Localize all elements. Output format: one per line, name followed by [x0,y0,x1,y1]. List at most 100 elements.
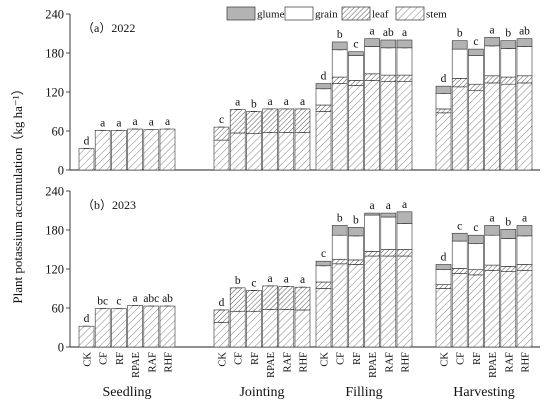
significance-letter: b [337,29,343,41]
bar-segment-grain [315,265,332,283]
significance-letter: a [386,200,391,212]
bar-harvesting-RPAE: a [484,24,500,171]
bar-segment-leaf [213,126,230,141]
bar-segment-glume [348,227,364,237]
bar-segment-leaf [364,251,380,257]
bar-seedling-RPAE: a [127,116,143,171]
panel-label: （b）2023 [82,198,136,212]
y-tick-label: 120 [45,86,64,100]
x-tick-label: CK [440,352,451,367]
legend-swatch-grain [284,6,314,21]
x-tick-label: RAF [384,352,395,373]
bar-jointing-RPAE: a [262,273,278,348]
bar-segment-glume [331,225,348,236]
bar-segment-grain [396,47,413,76]
bar-segment-stem [451,86,468,171]
bar-jointing-RF: c [246,277,262,348]
x-tick-label: RPAE [368,352,379,378]
significance-letter: a [370,26,375,38]
bar-segment-stem [229,132,246,171]
bar-jointing-RPAE: a [262,96,278,171]
bar-segment-stem [262,132,278,171]
bar-segment-stem [294,132,311,171]
bar-seedling-RF: a [111,117,127,171]
bar-segment-glume [500,229,517,239]
y-tick-label: 0 [58,164,64,178]
significance-letter: c [473,222,478,234]
x-tick-label: RHF [401,352,412,373]
bar-filling-CK: d [315,71,332,171]
y-tick-label: 60 [52,302,65,316]
significance-letter: d [441,251,447,263]
bar-segment-grain [364,214,380,252]
bar-segment-stem [348,85,364,171]
significance-letter: a [490,24,495,36]
x-tick-label: RF [352,352,363,365]
bar-harvesting-RPAE: a [484,212,500,348]
bar-segment-leaf [364,73,380,81]
significance-letter: a [522,212,527,224]
bar-harvesting-CK: d [435,73,452,171]
bar-segment-leaf [262,108,278,133]
bar-segment-grain [435,93,452,110]
bar-segment-stem [468,90,484,171]
bar-segment-glume [364,212,380,216]
bar-harvesting-CF: b [451,28,468,171]
legend-swatch-glume [226,6,256,21]
bar-segment-glume [315,260,332,267]
bar-segment-stem [364,80,380,171]
x-tick-label: CK [320,352,331,367]
significance-letter: a [402,27,407,39]
bar-segment-stem [213,139,230,171]
y-tick-label: 60 [52,125,65,139]
significance-letter: a [149,117,154,129]
bar-segment-leaf [451,268,468,274]
x-tick-label: CK [218,352,229,367]
bar-jointing-RAF: a [278,274,295,348]
bar-segment-glume [484,37,500,47]
bar-seedling-CF: bc [94,296,111,348]
x-tick-label: RHF [521,352,532,373]
bar-segment-glume [516,225,533,237]
bar-filling-CK: c [315,248,332,348]
significance-letter: a [284,96,289,108]
significance-letter: c [219,114,224,126]
bar-segment-glume [380,39,397,49]
bar-segment-grain [315,88,332,106]
bar-segment-leaf [348,259,364,265]
bar-segment-leaf [516,264,533,271]
bar-seedling-RAF: a [143,117,160,171]
bar-segment-glume [484,225,500,236]
bar-segment-stem [500,83,517,171]
bar-segment-leaf [331,76,348,84]
y-tick-label: 120 [45,263,64,277]
bar-segment-leaf [278,108,295,133]
bar-seedling-RHF: a [159,116,176,171]
significance-letter: a [235,97,240,109]
y-tick-label: 180 [45,47,64,61]
bar-segment-leaf [278,286,295,310]
bar-segment-grain [435,269,452,285]
bar-segment-stem [229,310,246,348]
significance-letter: a [268,96,273,108]
bar-segment-stem [262,308,278,348]
bar-segment-grain [396,223,413,250]
bar-segment-stem [111,130,127,171]
legend: glume grain leaf stem [226,6,447,21]
x-tick-label: RAF [282,352,293,373]
x-tick-label: RPAE [266,352,277,378]
bar-seedling-RF: c [111,296,127,348]
bar-harvesting-RAF: b [500,216,517,348]
bar-segment-leaf [229,287,246,312]
bar-segment-stem [315,288,332,348]
bar-segment-glume [380,212,397,218]
bar-segment-stem [159,128,176,171]
bar-segment-stem [143,305,160,348]
bar-segment-grain [500,48,517,78]
bar-segment-glume [364,38,380,47]
bar-segment-stem [78,148,95,171]
bar-segment-grain [468,243,484,270]
